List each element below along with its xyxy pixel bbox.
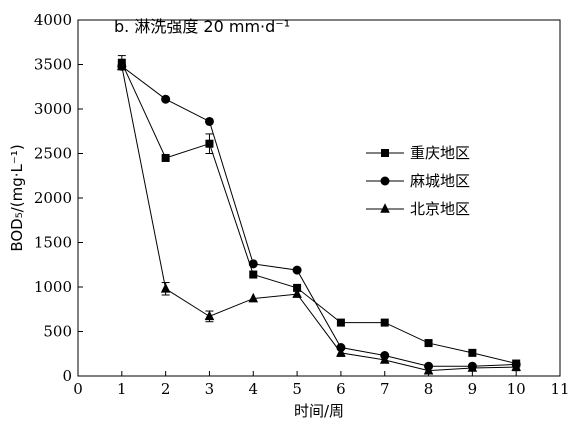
legend-marker-square bbox=[381, 149, 389, 157]
series-triangle bbox=[117, 60, 521, 375]
x-tick-label: 2 bbox=[161, 380, 171, 398]
data-point bbox=[204, 116, 214, 126]
data-point bbox=[161, 94, 171, 104]
data-point bbox=[336, 347, 346, 357]
data-point bbox=[161, 153, 170, 162]
plot-area: 0 1 2 3 4 5 6 7 8 9 10 11 0 500 1000 1500 2000 2500 3000 35… bbox=[34, 11, 570, 398]
data-point bbox=[204, 310, 215, 321]
y-tick-label: 500 bbox=[43, 323, 72, 341]
y-tick-label: 2500 bbox=[34, 145, 72, 163]
x-tick-label: 6 bbox=[336, 380, 346, 398]
data-point bbox=[424, 339, 433, 348]
legend-marker-circle bbox=[380, 176, 390, 186]
x-tick-label: 5 bbox=[292, 380, 302, 398]
legend-marker-triangle bbox=[380, 203, 390, 213]
legend-label: 重庆地区 bbox=[410, 144, 470, 162]
y-tick-label: 2000 bbox=[34, 189, 72, 207]
data-point bbox=[467, 362, 478, 372]
series-line bbox=[121, 66, 517, 372]
data-point bbox=[423, 364, 434, 375]
x-tick-label: 8 bbox=[424, 380, 434, 398]
y-tick-label: 3000 bbox=[34, 100, 72, 118]
series-line bbox=[121, 65, 517, 367]
data-point bbox=[468, 348, 477, 357]
legend-label: 北京地区 bbox=[410, 200, 470, 218]
plot-frame bbox=[77, 19, 561, 377]
x-tick-label: 0 bbox=[73, 380, 83, 398]
data-point bbox=[249, 270, 258, 279]
x-tick-label: 4 bbox=[248, 380, 258, 398]
data-point bbox=[248, 259, 258, 269]
data-point bbox=[380, 318, 389, 327]
data-point bbox=[511, 361, 521, 371]
data-point bbox=[293, 283, 302, 292]
series-square bbox=[117, 55, 521, 368]
x-tick-label: 11 bbox=[550, 380, 569, 398]
data-point bbox=[292, 265, 302, 275]
y-tick-label: 1000 bbox=[34, 278, 72, 296]
y-tick-label: 0 bbox=[62, 367, 72, 385]
chart-title: b. 淋洗强度 20 mm·d⁻¹ bbox=[114, 17, 290, 36]
data-point bbox=[248, 292, 259, 303]
series-line bbox=[121, 62, 517, 365]
y-axis-label: BOD₅/(mg·L⁻¹) bbox=[8, 144, 26, 251]
legend-label: 麻城地区 bbox=[410, 172, 470, 190]
y-tick-label: 1500 bbox=[34, 234, 72, 252]
data-point bbox=[379, 354, 390, 364]
y-tick-label: 3500 bbox=[34, 56, 72, 74]
data-point bbox=[292, 288, 302, 298]
x-axis-label: 时间/周 bbox=[294, 402, 344, 420]
y-tick-label: 4000 bbox=[34, 11, 72, 29]
x-tick-label: 7 bbox=[380, 380, 390, 398]
data-point bbox=[160, 282, 171, 293]
data-point bbox=[205, 139, 214, 148]
x-tick-label: 1 bbox=[117, 380, 127, 398]
x-tick-label: 9 bbox=[468, 380, 478, 398]
data-point bbox=[336, 318, 345, 327]
data-point bbox=[117, 60, 127, 71]
x-tick-label: 3 bbox=[205, 380, 215, 398]
x-tick-label: 10 bbox=[507, 380, 526, 398]
